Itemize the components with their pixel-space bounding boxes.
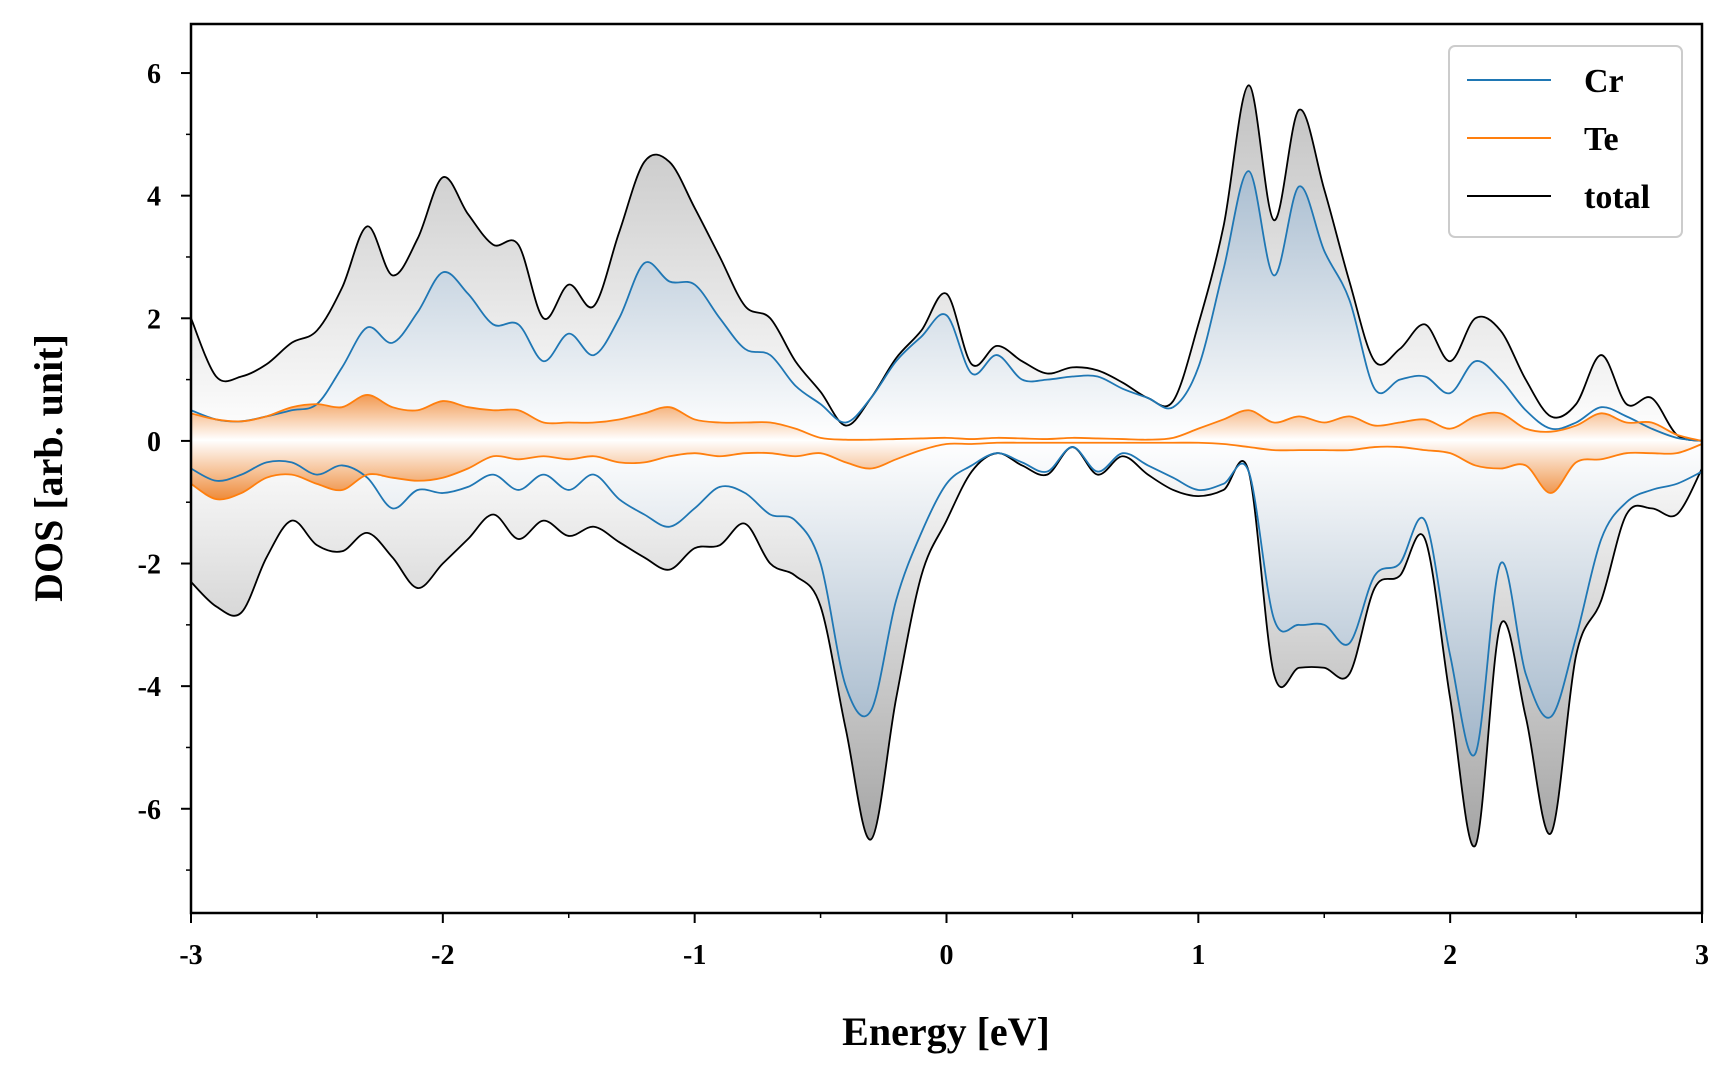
x-tick-label: -1 — [683, 940, 706, 971]
y-axis: -6 -4 -2 0 2 4 6 — [138, 59, 191, 871]
legend-label-te: Te — [1584, 121, 1619, 158]
y-tick-label: 4 — [147, 182, 161, 213]
y-tick-label: 2 — [147, 304, 161, 335]
x-tick-label: 1 — [1191, 940, 1205, 971]
cr-spin-up-line — [191, 170, 1702, 442]
y-axis-label: DOS [arb. unit] — [26, 334, 71, 602]
y-tick-label: -2 — [138, 550, 161, 581]
legend-label-cr: Cr — [1584, 63, 1624, 100]
series-lines — [191, 84, 1702, 848]
te-spin-up-fill — [191, 394, 1702, 441]
area-fills — [191, 85, 1702, 847]
cr-spin-down-line — [191, 446, 1702, 757]
te-spin-up-line — [191, 394, 1702, 442]
legend-label-total: total — [1584, 179, 1650, 216]
y-tick-label: 6 — [147, 59, 161, 90]
x-tick-label: -2 — [431, 940, 454, 971]
legend-box — [1448, 45, 1683, 238]
cr-spin-down-fill — [191, 440, 1702, 756]
x-tick-label: 3 — [1695, 940, 1709, 971]
x-axis-label: Energy [eV] — [842, 1009, 1050, 1054]
x-axis: -3 -2 -1 0 1 2 3 — [179, 913, 1709, 971]
legend: Cr Te total — [1448, 45, 1683, 238]
y-tick-label: -6 — [138, 795, 161, 826]
cr-spin-up-fill — [191, 171, 1702, 441]
y-tick-label: -4 — [138, 672, 161, 703]
x-tick-label: 0 — [940, 940, 954, 971]
te-spin-down-line — [191, 441, 1702, 501]
x-tick-label: 2 — [1443, 940, 1457, 971]
x-tick-label: -3 — [179, 940, 202, 971]
y-tick-label: 0 — [147, 427, 161, 458]
total-spin-up-line — [191, 84, 1702, 442]
te-spin-down-fill — [191, 440, 1702, 500]
